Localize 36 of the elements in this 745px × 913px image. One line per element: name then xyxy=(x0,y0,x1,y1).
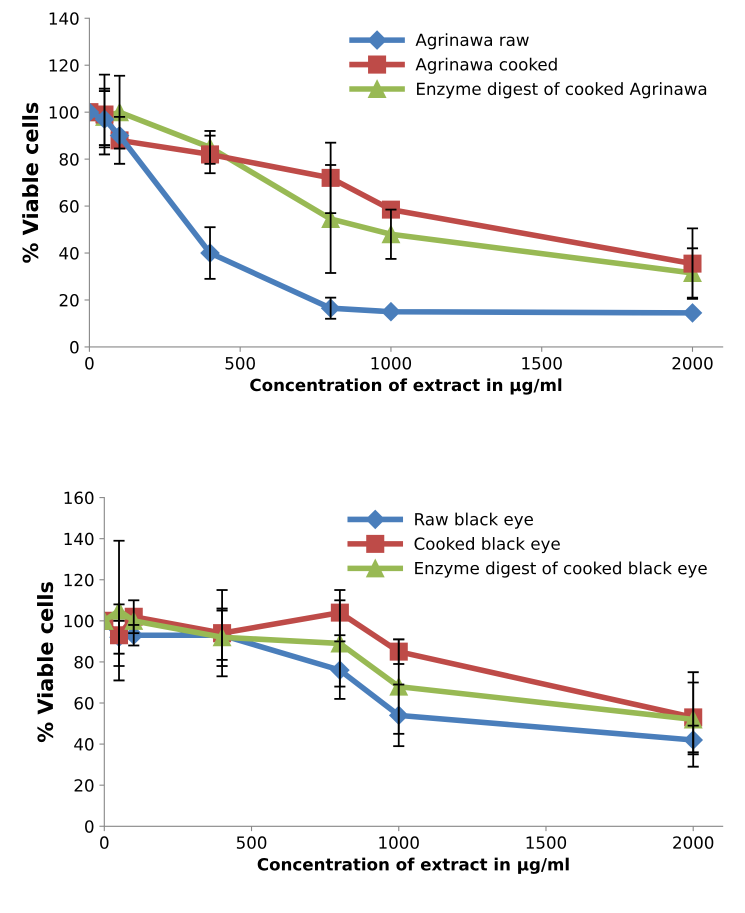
y-tick-label: 40 xyxy=(59,246,79,260)
y-tick-label: 120 xyxy=(64,574,94,586)
y-tick-label: 60 xyxy=(74,696,94,710)
x-tick-label: 500 xyxy=(236,836,266,849)
legend-label: Enzyme digest of cooked black eye xyxy=(415,562,707,578)
x-axis-title: Concentration of extract in µg/ml xyxy=(250,378,562,395)
y-tick-label: 100 xyxy=(50,106,79,119)
y-tick-label: 40 xyxy=(74,738,94,751)
legend-label: Cooked black eye xyxy=(414,537,560,554)
y-tick-label: 0 xyxy=(70,340,79,354)
y-tick-label: 160 xyxy=(64,492,94,504)
y-tick-label: 20 xyxy=(74,779,94,792)
legend-label: Agrinawa raw xyxy=(416,33,529,50)
y-tick-label: 140 xyxy=(50,12,79,25)
x-tick-label: 2000 xyxy=(672,356,713,370)
x-tick-label: 0 xyxy=(100,836,108,849)
x-tick-label: 2000 xyxy=(673,836,714,849)
y-tick-label: 60 xyxy=(60,200,79,213)
legend-label: Agrinawa cooked xyxy=(416,58,557,74)
y-axis-title: % Viable cells xyxy=(37,582,54,742)
x-tick-label: 1500 xyxy=(526,836,566,849)
y-tick-label: 100 xyxy=(64,614,94,628)
y-tick-label: 0 xyxy=(85,820,94,833)
x-tick-label: 1000 xyxy=(372,356,412,370)
x-tick-label: 1500 xyxy=(522,356,562,370)
x-tick-label: 500 xyxy=(226,356,255,370)
y-tick-label: 20 xyxy=(60,294,79,307)
x-axis-title: Concentration of extract in µg/ml xyxy=(258,858,569,874)
y-tick-label: 140 xyxy=(64,532,94,546)
y-tick-label: 120 xyxy=(50,59,79,72)
legend-label: Enzyme digest of cooked Agrinawa xyxy=(417,82,706,98)
y-tick-label: 80 xyxy=(74,656,94,668)
y-tick-label: 80 xyxy=(60,153,79,166)
y-axis-title: % Viable cells xyxy=(22,102,38,263)
legend-label: Raw black eye xyxy=(415,512,533,529)
x-tick-label: 1000 xyxy=(379,836,419,849)
